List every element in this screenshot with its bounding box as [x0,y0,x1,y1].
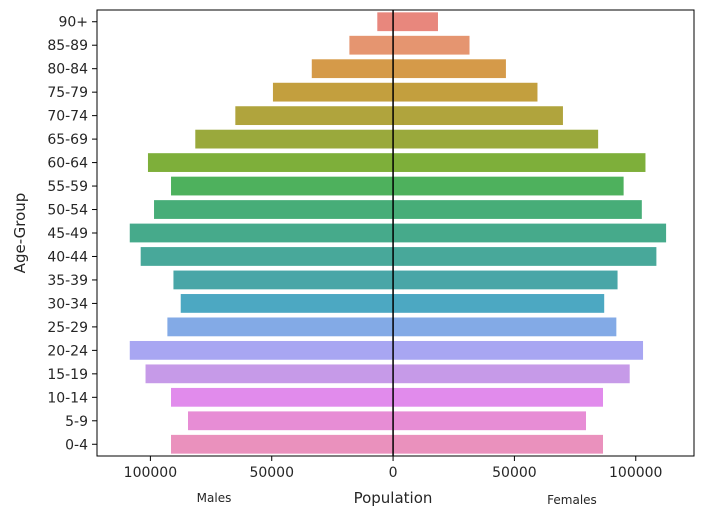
y-tick-label: 90+ [58,15,88,31]
bar-male-15-19 [145,364,394,384]
y-tick-label: 40-44 [47,249,88,265]
bar-male-90+ [377,12,394,32]
bar-female-35-39 [393,270,618,290]
bar-male-50-54 [154,200,394,219]
y-axis-ticks: 90+ 85-89 80-84 75-79 70-74 65-69 60-64 55-59 50… [47,15,97,453]
bar-male-35-39 [173,270,394,290]
y-tick-label: 0-4 [65,437,88,453]
y-axis-title: Age-Group [11,193,29,274]
bar-male-5-9 [188,411,394,431]
bar-male-45-49 [129,223,394,243]
bar-male-20-24 [129,340,394,360]
bar-female-90+ [393,12,438,32]
y-tick-label: 15-19 [47,367,88,383]
bar-male-60-64 [147,153,394,172]
x-tick-label: 50000 [249,465,294,481]
x-tick-label: 100000 [609,465,662,481]
bar-male-75-79 [272,82,394,102]
x-tick-label: 0 [389,465,398,481]
bar-male-30-34 [180,294,394,313]
bar-female-80-84 [393,59,506,79]
bar-female-55-59 [393,176,624,196]
y-tick-label: 45-49 [47,226,88,242]
y-tick-label: 50-54 [47,203,88,219]
bar-female-25-29 [393,317,617,337]
males-side-label: Males [197,491,232,505]
bar-female-50-54 [393,200,642,219]
y-tick-label: 30-34 [47,296,88,312]
y-tick-label: 10-14 [47,390,88,406]
bar-female-40-44 [393,247,657,266]
bar-female-15-19 [393,364,630,384]
bar-male-70-74 [235,106,394,126]
y-tick-label: 60-64 [47,156,88,172]
bar-female-75-79 [393,82,538,102]
bar-male-55-59 [171,176,394,196]
bar-female-20-24 [393,340,644,360]
females-side-label: Females [547,493,597,507]
x-axis-title: Population [354,489,433,507]
y-tick-label: 20-24 [47,343,88,359]
y-tick-label: 70-74 [47,109,88,125]
bar-female-65-69 [393,129,599,149]
y-tick-label: 85-89 [47,38,88,54]
x-axis-ticks: 100000 50000 0 50000 100000 [124,456,662,481]
bar-female-60-64 [393,153,646,172]
bar-male-10-14 [171,387,394,407]
bar-female-45-49 [393,223,667,243]
bar-male-0-4 [171,434,394,454]
x-tick-label: 100000 [124,465,177,481]
bar-female-10-14 [393,387,603,407]
bar-male-40-44 [140,247,394,266]
y-tick-label: 75-79 [47,85,88,101]
bar-male-85-89 [349,35,394,55]
y-tick-label: 5-9 [65,414,88,430]
y-tick-label: 80-84 [47,62,88,78]
x-tick-label: 50000 [492,465,537,481]
bar-female-70-74 [393,106,563,126]
bar-male-65-69 [195,129,394,149]
y-tick-label: 65-69 [47,132,88,148]
males-bars [129,12,394,454]
bar-female-5-9 [393,411,587,431]
bar-female-0-4 [393,434,603,454]
bar-female-85-89 [393,35,470,55]
bar-male-80-84 [311,59,394,79]
bar-male-25-29 [167,317,394,337]
y-tick-label: 25-29 [47,320,88,336]
bar-female-30-34 [393,294,605,313]
females-bars [393,12,667,454]
y-tick-label: 35-39 [47,273,88,289]
y-tick-label: 55-59 [47,179,88,195]
